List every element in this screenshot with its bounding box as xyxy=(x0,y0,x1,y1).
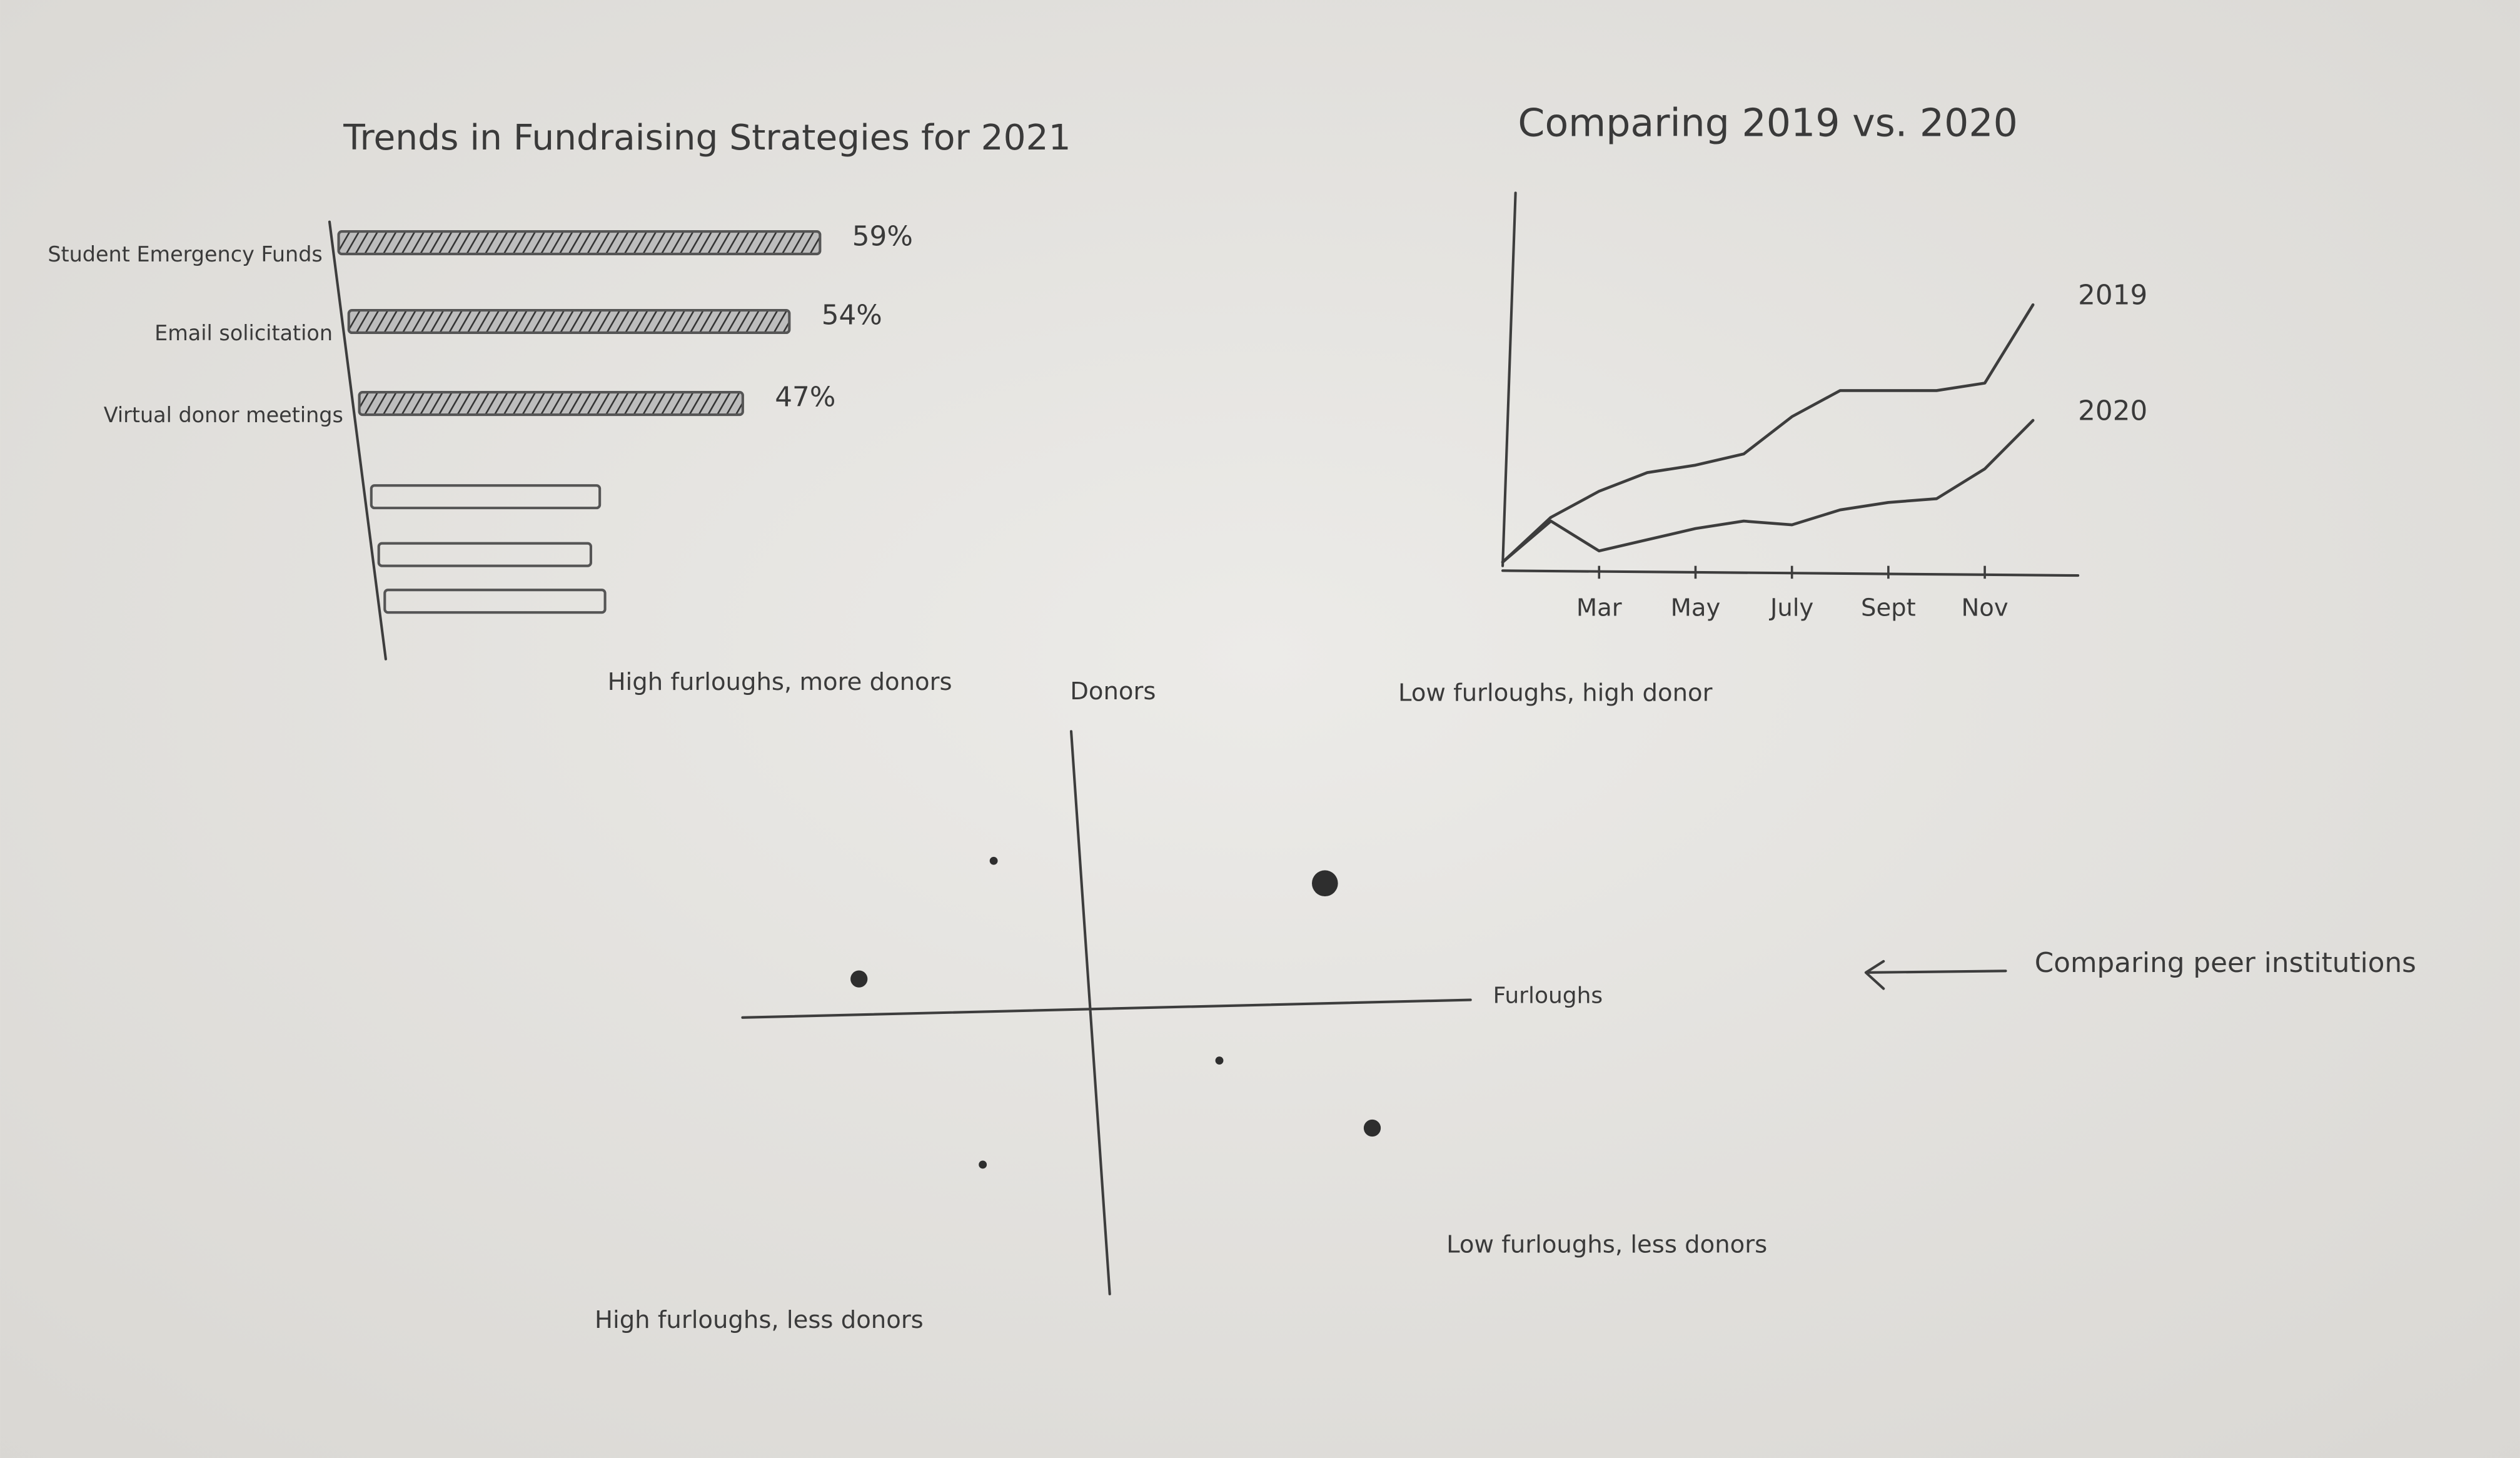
y-axis xyxy=(1069,730,1111,1295)
annotation: High furloughs, more donors xyxy=(608,668,952,696)
category-label: Email solicitation xyxy=(154,321,333,345)
category-label: Virtual donor meetings xyxy=(104,403,343,427)
line-series xyxy=(1501,418,2035,564)
bar xyxy=(347,308,791,335)
y-axis xyxy=(1501,191,1517,567)
line-series xyxy=(1501,303,2035,564)
scatter-point xyxy=(979,1160,987,1169)
x-axis-label: Furloughs xyxy=(1493,983,1603,1008)
category-label: Student Emergency Funds xyxy=(48,242,323,266)
scatter-point xyxy=(1312,870,1338,897)
bar xyxy=(377,542,592,567)
series-label: 2020 xyxy=(2078,395,2147,427)
annotation: Comparing peer institutions xyxy=(2035,947,2416,979)
x-tick-label: July xyxy=(1769,594,1813,622)
x-tick-label: May xyxy=(1671,594,1721,622)
annotation-arrow xyxy=(1864,959,2007,990)
value-label: 59% xyxy=(852,220,913,252)
scatter-point xyxy=(850,970,868,988)
x-tick-label: Mar xyxy=(1576,594,1622,622)
chart-title: Trends in Fundraising Strategies for 202… xyxy=(343,118,1071,158)
scatter-point xyxy=(989,856,998,865)
annotation: Low furloughs, high donor xyxy=(1398,679,1713,707)
value-label: 54% xyxy=(822,299,882,331)
x-tick-label: Sept xyxy=(1861,594,1916,622)
annotation: Low furloughs, less donors xyxy=(1446,1230,1767,1258)
annotation: High furloughs, less donors xyxy=(595,1306,924,1334)
chart-title: Comparing 2019 vs. 2020 xyxy=(1518,101,2017,146)
bar xyxy=(337,230,822,256)
series-label: 2019 xyxy=(2078,279,2147,311)
value-label: 47% xyxy=(775,381,835,413)
scatter-point xyxy=(1363,1119,1381,1137)
bar xyxy=(358,391,744,417)
y-axis-label: Donors xyxy=(1070,677,1156,706)
bar xyxy=(370,484,602,510)
scatter-point xyxy=(1215,1056,1224,1065)
y-axis xyxy=(328,220,387,661)
x-tick-label: Nov xyxy=(1961,594,2008,622)
bar xyxy=(383,589,607,614)
x-axis xyxy=(741,998,1472,1019)
